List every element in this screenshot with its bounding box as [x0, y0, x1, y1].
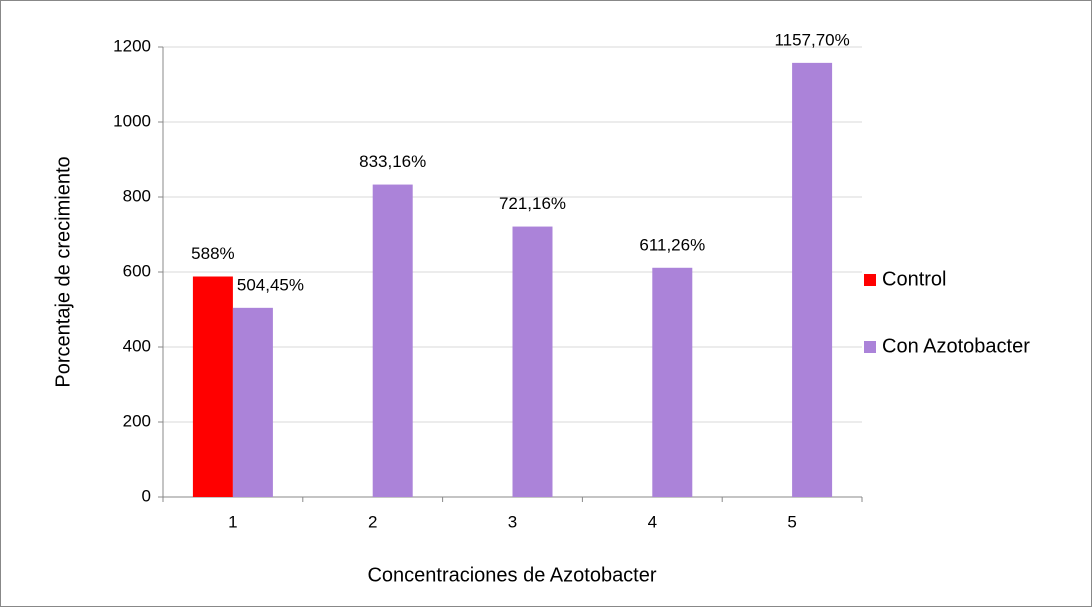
- y-tick-label: 0: [142, 486, 151, 505]
- data-label: 833,16%: [359, 152, 426, 171]
- x-tick-label: 2: [368, 512, 377, 531]
- x-axis-title: Concentraciones de Azotobacter: [367, 564, 656, 586]
- bar: [512, 226, 553, 497]
- legend-label: Con Azotobacter: [882, 335, 1030, 357]
- y-tick-label: 600: [123, 261, 151, 280]
- bar: [232, 307, 273, 497]
- legend-swatch: [864, 274, 876, 286]
- x-tick-label: 3: [508, 512, 517, 531]
- y-tick-label: 400: [123, 336, 151, 355]
- x-tick-label: 1: [228, 512, 237, 531]
- data-label: 721,16%: [499, 194, 566, 213]
- y-tick-label: 1200: [113, 36, 151, 55]
- data-label: 588%: [191, 244, 234, 263]
- legend-swatch: [864, 341, 876, 353]
- legend-label: Control: [882, 268, 946, 290]
- y-tick-label: 200: [123, 411, 151, 430]
- y-tick-label: 800: [123, 186, 151, 205]
- data-label: 1157,70%: [774, 30, 849, 49]
- x-tick-label: 4: [648, 512, 657, 531]
- y-axis-title: Porcentaje de crecimiento: [52, 156, 74, 387]
- data-label: 611,26%: [639, 235, 705, 254]
- bar: [792, 62, 833, 498]
- bar: [192, 276, 233, 497]
- y-tick-label: 1000: [113, 111, 151, 130]
- data-label: 504,45%: [237, 275, 304, 294]
- bar: [372, 184, 413, 497]
- bar: [652, 267, 693, 497]
- x-tick-label: 5: [787, 512, 796, 531]
